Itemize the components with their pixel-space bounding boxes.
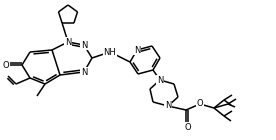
Text: N: N: [157, 75, 163, 85]
Text: N: N: [81, 40, 87, 50]
Text: O: O: [185, 123, 191, 132]
Text: N: N: [65, 38, 71, 46]
Text: N: N: [81, 67, 87, 76]
Text: NH: NH: [104, 47, 116, 57]
Text: O: O: [197, 100, 203, 108]
Text: O: O: [3, 60, 9, 69]
Text: N: N: [134, 46, 140, 54]
Text: N: N: [165, 102, 171, 110]
